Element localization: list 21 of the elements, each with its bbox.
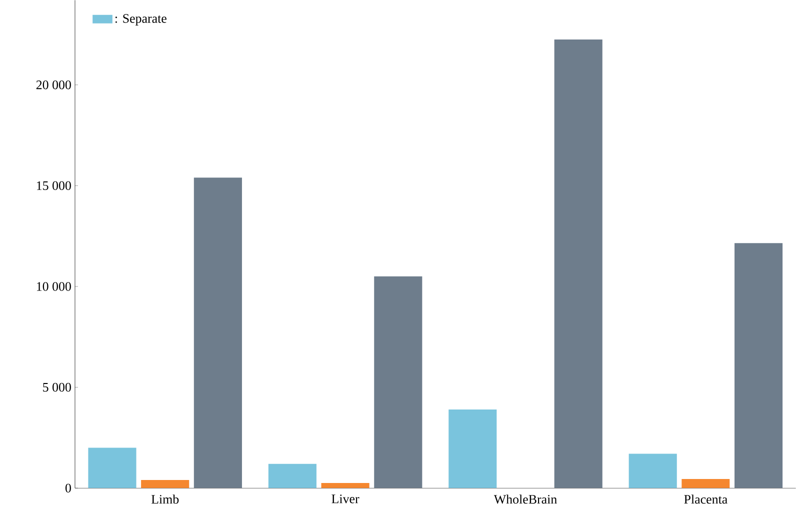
bar — [321, 483, 370, 488]
y-tick-label: 20 000 — [36, 80, 71, 90]
y-tick-label: 5 000 — [43, 382, 71, 392]
bar — [374, 276, 422, 488]
legend-label: : Separate — [115, 14, 166, 26]
bar — [554, 39, 602, 488]
y-tick-label: 15 000 — [37, 181, 71, 190]
x-tick-label: Limb — [151, 494, 179, 504]
bar — [141, 480, 190, 488]
y-tick-label: 0 — [65, 484, 71, 492]
bar — [448, 409, 497, 488]
x-tick-label: Placenta — [684, 494, 728, 504]
bar — [682, 478, 730, 488]
bar — [88, 448, 136, 488]
bar — [734, 243, 783, 488]
y-tick-label: 10 000 — [37, 282, 71, 291]
x-tick-label: WholeBrain — [494, 494, 557, 504]
bar — [628, 454, 677, 488]
bar — [194, 178, 242, 488]
bar — [268, 464, 316, 488]
x-tick-label: Liver — [332, 494, 360, 504]
